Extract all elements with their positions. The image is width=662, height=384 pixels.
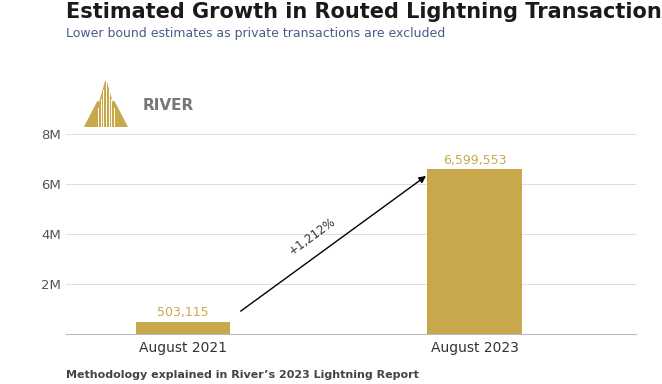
Bar xyxy=(428,169,522,334)
Polygon shape xyxy=(93,81,119,127)
Text: Estimated Growth in Routed Lightning Transactions: Estimated Growth in Routed Lightning Tra… xyxy=(66,2,662,22)
Text: 503,115: 503,115 xyxy=(157,306,209,319)
Bar xyxy=(136,321,230,334)
Text: Lower bound estimates as private transactions are excluded: Lower bound estimates as private transac… xyxy=(66,27,446,40)
Text: 6,599,553: 6,599,553 xyxy=(443,154,506,167)
Polygon shape xyxy=(85,101,103,127)
Text: +1,212%: +1,212% xyxy=(286,214,338,257)
Polygon shape xyxy=(109,101,127,127)
Text: Methodology explained in River’s 2023 Lightning Report: Methodology explained in River’s 2023 Li… xyxy=(66,370,419,380)
Text: RIVER: RIVER xyxy=(142,98,193,113)
